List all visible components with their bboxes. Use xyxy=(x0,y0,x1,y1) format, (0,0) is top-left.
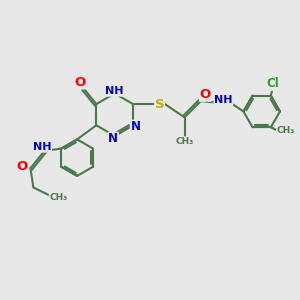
Text: NH: NH xyxy=(33,142,52,152)
Text: N: N xyxy=(130,120,140,133)
Text: O: O xyxy=(200,88,211,101)
Text: O: O xyxy=(16,160,28,173)
Text: CH₃: CH₃ xyxy=(176,137,194,146)
Text: CH₃: CH₃ xyxy=(49,193,68,202)
Text: NH: NH xyxy=(214,95,233,105)
Text: O: O xyxy=(75,76,86,89)
Text: N: N xyxy=(108,132,118,145)
Text: CH₃: CH₃ xyxy=(276,126,295,135)
Text: Cl: Cl xyxy=(266,77,279,90)
Text: S: S xyxy=(155,98,164,111)
Text: NH: NH xyxy=(105,86,124,96)
